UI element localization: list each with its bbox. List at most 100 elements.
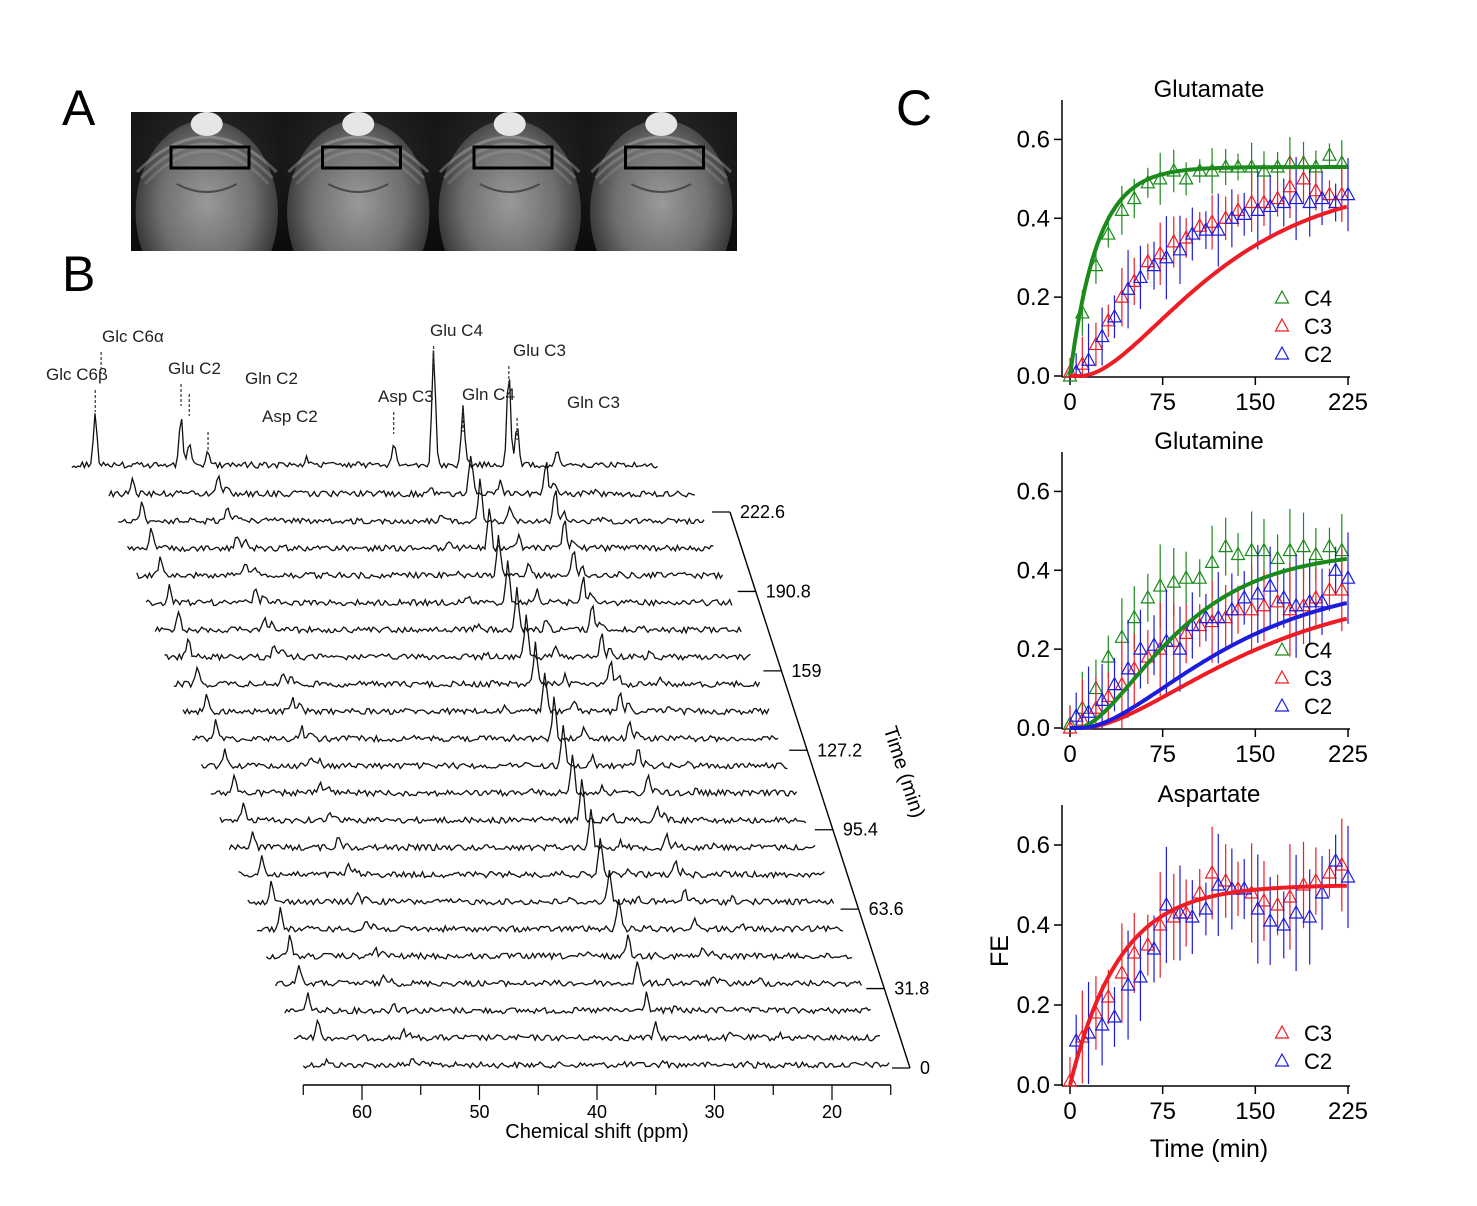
data-point-triangle xyxy=(1094,328,1110,343)
data-point-triangle xyxy=(1321,538,1337,553)
data-point-triangle xyxy=(1282,178,1298,193)
peak-label: Glc C6β xyxy=(46,365,108,384)
data-point-triangle xyxy=(1334,856,1350,871)
x-tick-label: 225 xyxy=(1328,1098,1368,1125)
data-point-triangle xyxy=(1146,940,1162,955)
spectrum-trace xyxy=(145,560,733,608)
data-point-triangle xyxy=(1314,593,1330,608)
data-point-triangle xyxy=(1276,194,1292,209)
legend-label: C4 xyxy=(1304,286,1332,311)
data-point-triangle xyxy=(1270,593,1286,608)
data-point-triangle xyxy=(1204,864,1220,879)
mri-image-strip xyxy=(131,112,737,251)
data-point-triangle xyxy=(1081,703,1097,718)
spectrum-trace xyxy=(173,641,761,689)
data-point-triangle xyxy=(1152,916,1168,931)
peak-label: Asp C3 xyxy=(378,387,434,406)
mri-ventricle xyxy=(479,183,541,193)
data-point-triangle xyxy=(1282,601,1298,616)
data-point-triangle xyxy=(1146,636,1162,651)
data-point-triangle xyxy=(1120,660,1136,675)
data-point-triangle xyxy=(1244,601,1260,616)
data-point-triangle xyxy=(1328,194,1344,209)
mri-skull-edge xyxy=(438,135,581,174)
data-point-triangle xyxy=(1262,198,1278,213)
spectrum-trace xyxy=(126,508,714,553)
data-point-triangle xyxy=(1204,613,1220,628)
spectrum-trace xyxy=(164,614,751,662)
peak-label: Gln C2 xyxy=(245,369,298,388)
data-point-triangle xyxy=(1094,692,1110,706)
data-point-triangle xyxy=(1158,896,1174,911)
data-point-triangle xyxy=(1100,688,1116,703)
x-tick-label: 150 xyxy=(1235,1098,1275,1125)
time-axis-title: Time (min) xyxy=(879,724,929,821)
data-point-triangle xyxy=(1321,146,1337,161)
panel-b-letter: B xyxy=(62,246,96,302)
peak-label: Glc C6α xyxy=(102,327,164,346)
data-point-triangle xyxy=(1152,245,1168,260)
time-tick-label: 159 xyxy=(791,661,821,681)
legend-label: C2 xyxy=(1304,1049,1332,1074)
data-point-triangle xyxy=(1210,609,1226,624)
data-point-triangle xyxy=(1250,900,1266,915)
data-point-triangle xyxy=(1256,194,1272,209)
data-point-triangle xyxy=(1244,542,1260,557)
ppm-tick-label: 60 xyxy=(352,1102,372,1122)
spectrum-trace xyxy=(108,456,695,499)
x-tick-label: 0 xyxy=(1063,741,1076,768)
fe-plot-title: Glutamine xyxy=(1154,428,1263,455)
spectrum-trace xyxy=(274,961,862,988)
time-axis-line xyxy=(729,511,911,1069)
ppm-tick-label: 50 xyxy=(469,1102,489,1122)
y-tick-label: 0.4 xyxy=(1017,912,1050,939)
data-point-triangle xyxy=(1106,1008,1122,1023)
legend-label: C2 xyxy=(1304,694,1332,719)
ppm-tick-label: 20 xyxy=(822,1102,842,1122)
time-tick-label: 63.6 xyxy=(869,899,904,919)
mri-slice xyxy=(434,112,586,251)
data-point-triangle xyxy=(1126,944,1142,959)
legend-label: C4 xyxy=(1304,638,1332,663)
legend-marker xyxy=(1274,641,1290,656)
legend-marker xyxy=(1274,1052,1290,1067)
mri-slice xyxy=(585,112,737,251)
data-point-triangle xyxy=(1204,554,1220,568)
mri-fiducial xyxy=(342,112,375,136)
data-point-triangle xyxy=(1321,864,1337,879)
spectrum-trace xyxy=(247,870,835,907)
y-tick-label: 0.2 xyxy=(1017,992,1050,1019)
data-point-triangle xyxy=(1296,876,1312,891)
y-tick-label: 0.0 xyxy=(1017,363,1050,390)
data-point-triangle xyxy=(1218,609,1234,624)
y-axis-title: FE xyxy=(986,935,1014,967)
legend-label: C3 xyxy=(1304,666,1332,691)
data-point-triangle xyxy=(1178,170,1194,185)
mri-skull-edge xyxy=(143,149,270,186)
data-point-triangle xyxy=(1230,546,1246,561)
fe-plot: Glutamate 0 75 150 225 0.0 0.2 0.4 0.6 C4 C3 C2 xyxy=(1017,76,1368,416)
fit-curve xyxy=(1070,204,1348,378)
data-point-triangle xyxy=(1308,182,1324,197)
data-point-triangle xyxy=(1172,904,1188,919)
data-point-triangle xyxy=(1100,988,1116,1003)
x-tick-label: 225 xyxy=(1328,389,1368,416)
peak-label: Glu C2 xyxy=(168,359,221,378)
data-point-triangle xyxy=(1192,617,1208,632)
data-point-triangle xyxy=(1074,355,1090,370)
data-point-triangle xyxy=(1288,190,1304,205)
data-point-triangle xyxy=(1218,538,1234,553)
data-point-triangle xyxy=(1140,936,1156,951)
mri-skull-edge xyxy=(295,149,422,186)
data-point-triangle xyxy=(1184,908,1200,923)
mri-fiducial xyxy=(493,112,526,136)
data-point-triangle xyxy=(1256,892,1272,907)
data-point-triangle xyxy=(1100,225,1116,240)
data-point-triangle xyxy=(1126,273,1142,287)
data-point-triangle xyxy=(1276,589,1292,604)
data-point-triangle xyxy=(1256,162,1272,177)
spectrum-trace xyxy=(182,672,770,717)
data-point-triangle xyxy=(1321,581,1337,596)
data-point-triangle xyxy=(1152,577,1168,592)
legend-marker xyxy=(1274,345,1290,360)
